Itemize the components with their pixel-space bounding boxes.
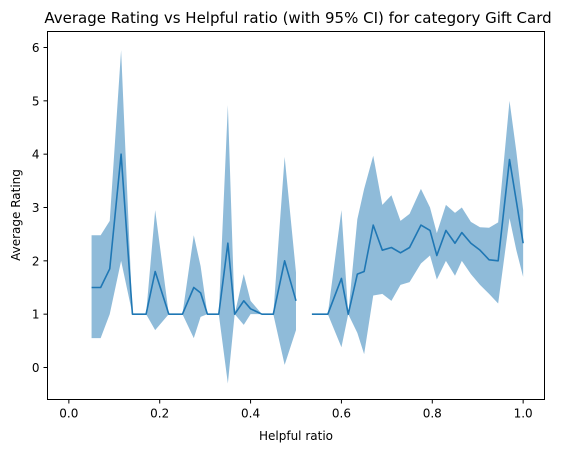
ci-band-segment-1 [92,50,296,383]
confidence-bands [92,50,524,383]
x-tick-label: 0.8 [423,407,442,421]
x-axis: 0.0 0.2 0.4 0.6 0.8 1.0 [59,400,532,421]
y-tick-label: 2 [32,254,40,268]
y-tick-label: 1 [32,308,40,322]
y-tick-label: 0 [32,361,40,375]
ci-band-segment-2 [312,101,523,354]
y-tick-label: 4 [32,148,40,162]
x-tick-label: 1.0 [514,407,533,421]
y-axis: 0 1 2 3 4 5 6 [32,41,48,375]
x-axis-label: Helpful ratio [259,429,333,443]
x-tick-label: 0.6 [332,407,351,421]
x-tick-label: 0.0 [59,407,78,421]
y-tick-label: 6 [32,41,40,55]
y-axis-label: Average Rating [9,169,23,261]
y-tick-label: 5 [32,94,40,108]
y-tick-label: 3 [32,201,40,215]
x-tick-label: 0.2 [150,407,169,421]
chart-title: Average Rating vs Helpful ratio (with 95… [44,9,551,27]
x-tick-label: 0.4 [241,407,260,421]
